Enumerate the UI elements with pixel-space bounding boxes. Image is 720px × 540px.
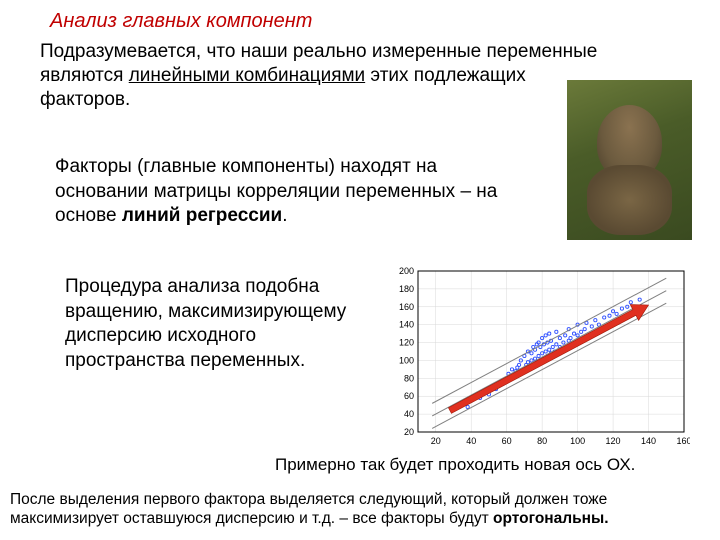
svg-text:20: 20 xyxy=(404,427,414,437)
svg-text:140: 140 xyxy=(641,436,656,446)
svg-text:160: 160 xyxy=(676,436,690,446)
slide-title: Анализ главных компонент xyxy=(50,10,312,33)
svg-text:60: 60 xyxy=(404,391,414,401)
svg-text:20: 20 xyxy=(431,436,441,446)
svg-text:120: 120 xyxy=(399,338,414,348)
svg-text:120: 120 xyxy=(606,436,621,446)
svg-text:40: 40 xyxy=(404,409,414,419)
paragraph-3: Процедура анализа подобна вращению, макс… xyxy=(65,275,365,374)
svg-text:80: 80 xyxy=(537,436,547,446)
svg-text:100: 100 xyxy=(570,436,585,446)
chart-caption: Примерно так будет проходить новая ось О… xyxy=(275,455,635,475)
svg-text:40: 40 xyxy=(466,436,476,446)
monkey-photo xyxy=(567,80,692,240)
p2-text-c: . xyxy=(282,205,287,226)
p2-bold: линий регрессии xyxy=(122,205,282,226)
svg-text:100: 100 xyxy=(399,355,414,365)
svg-text:140: 140 xyxy=(399,320,414,330)
svg-text:200: 200 xyxy=(399,266,414,276)
svg-text:80: 80 xyxy=(404,373,414,383)
paragraph-1: Подразумевается, что наши реально измере… xyxy=(40,40,600,111)
svg-text:60: 60 xyxy=(502,436,512,446)
svg-text:160: 160 xyxy=(399,302,414,312)
scatter-chart: 20 40 60 80 100 120 140 160 180 200 20 40 60 80 100 120… xyxy=(390,265,690,450)
footer-b: ортогональны. xyxy=(493,510,609,527)
paragraph-2: Факторы (главные компоненты) находят на … xyxy=(55,155,535,229)
footer-text: После выделения первого фактора выделяет… xyxy=(10,490,710,529)
p1-underlined: линейными комбинациями xyxy=(129,65,365,86)
svg-text:180: 180 xyxy=(399,284,414,294)
chart-svg: 20 40 60 80 100 120 140 160 180 200 20 40 60 80 100 120… xyxy=(390,265,690,450)
